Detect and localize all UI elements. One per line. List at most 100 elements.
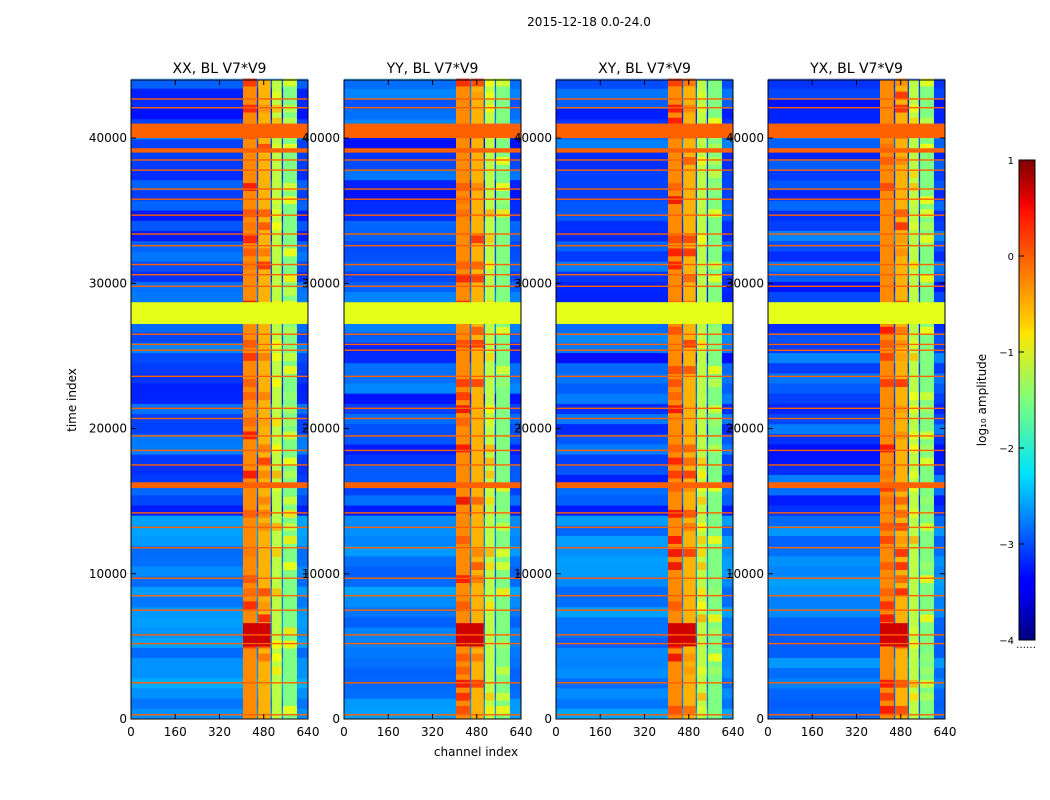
noise-strip	[131, 536, 308, 547]
noise-strip	[131, 220, 308, 232]
noise-strip	[768, 383, 945, 394]
flagged-line	[344, 188, 521, 190]
panel-yx: YX, BL V7*V9 0 160 320 480 640 0 10000 20000 3000…	[726, 61, 957, 739]
noise-strip	[131, 261, 308, 272]
flagged-line	[131, 106, 308, 109]
band-texture	[668, 509, 682, 518]
band-texture	[456, 418, 470, 427]
noise-strip	[131, 454, 308, 465]
flagged-line	[344, 634, 521, 636]
flagged-line	[344, 682, 521, 684]
band-texture	[272, 379, 282, 388]
colorbar-gradient	[1018, 159, 1036, 641]
band-texture	[471, 562, 484, 570]
band-texture	[258, 261, 271, 270]
noise-strip	[344, 139, 521, 150]
flagged-line	[344, 449, 521, 452]
noise-strip	[131, 525, 308, 537]
noise-strip	[131, 190, 308, 201]
noise-strip	[768, 322, 945, 333]
noise-strip	[131, 383, 308, 394]
band-texture	[456, 392, 470, 401]
band-texture	[668, 601, 682, 610]
flagged-band	[344, 302, 521, 324]
band-texture	[258, 209, 271, 218]
flagged-line	[768, 244, 945, 247]
noise-strip	[768, 505, 945, 516]
band-texture	[283, 104, 297, 113]
band-texture	[668, 117, 682, 126]
band-texture	[283, 496, 297, 505]
flagged-line	[556, 577, 733, 579]
band-texture	[920, 614, 934, 623]
noise-strip	[131, 159, 308, 171]
band-texture	[668, 379, 682, 388]
noise-strip	[768, 271, 945, 282]
band-texture	[496, 562, 510, 570]
panel-xy: XY, BL V7*V9 0 160 320 480 640 0 10000 20000 3000…	[514, 61, 745, 739]
band-texture	[895, 705, 908, 714]
band-texture	[272, 653, 282, 662]
band-texture	[243, 235, 257, 244]
y-tick-label: 10000	[514, 567, 552, 581]
noise-strip	[768, 617, 945, 628]
band-texture	[697, 235, 707, 244]
noise-strip	[131, 170, 308, 181]
noise-strip	[556, 586, 733, 598]
noise-strip	[131, 98, 308, 110]
flagged-line	[768, 285, 945, 288]
noise-strip	[768, 109, 945, 120]
band-texture	[920, 274, 934, 283]
flagged-line	[768, 343, 945, 346]
band-texture	[668, 549, 682, 557]
noise-strip	[344, 251, 521, 262]
flagged-line	[556, 343, 733, 346]
panel-title: YX, BL V7*V9	[809, 61, 903, 77]
band-texture	[880, 496, 894, 505]
noise-strip	[556, 342, 733, 354]
band-texture	[668, 78, 682, 87]
band-texture	[485, 418, 495, 427]
flagged-line	[131, 274, 308, 276]
band-texture	[909, 117, 919, 126]
noise-strip	[556, 190, 733, 201]
band-texture	[880, 379, 894, 388]
flagged-line	[344, 512, 521, 514]
band-texture	[909, 640, 919, 649]
band-texture	[471, 549, 484, 557]
band-texture	[456, 679, 470, 688]
band-texture	[895, 588, 908, 597]
flagged-line	[131, 547, 308, 549]
band-texture	[708, 588, 722, 597]
band-texture	[272, 196, 282, 205]
band-texture	[708, 156, 722, 165]
band-texture	[880, 614, 894, 623]
noise-strip	[556, 566, 733, 577]
noise-strip	[131, 444, 308, 455]
band-texture	[697, 156, 707, 165]
noise-strip	[556, 261, 733, 272]
band-texture	[456, 261, 470, 270]
band-texture	[880, 143, 894, 152]
band-texture	[243, 588, 257, 597]
x-tick-label: 0	[340, 725, 348, 739]
band-texture	[258, 457, 271, 466]
band-texture	[258, 143, 271, 152]
noise-strip	[556, 698, 733, 709]
noise-strip	[344, 88, 521, 99]
noise-strip	[556, 180, 733, 191]
flagged-band	[556, 302, 733, 324]
noise-strip	[768, 454, 945, 465]
noise-strip	[768, 170, 945, 181]
band-texture	[485, 601, 495, 610]
noise-strip	[344, 200, 521, 211]
band-texture	[283, 353, 297, 361]
y-tick-label: 30000	[302, 276, 340, 290]
band-texture	[456, 379, 470, 388]
flagged-line	[344, 169, 521, 171]
band-texture	[895, 509, 908, 518]
noise-strip	[556, 434, 733, 445]
noise-strip	[344, 363, 521, 374]
noise-strip	[131, 698, 308, 709]
band-texture	[496, 705, 510, 714]
